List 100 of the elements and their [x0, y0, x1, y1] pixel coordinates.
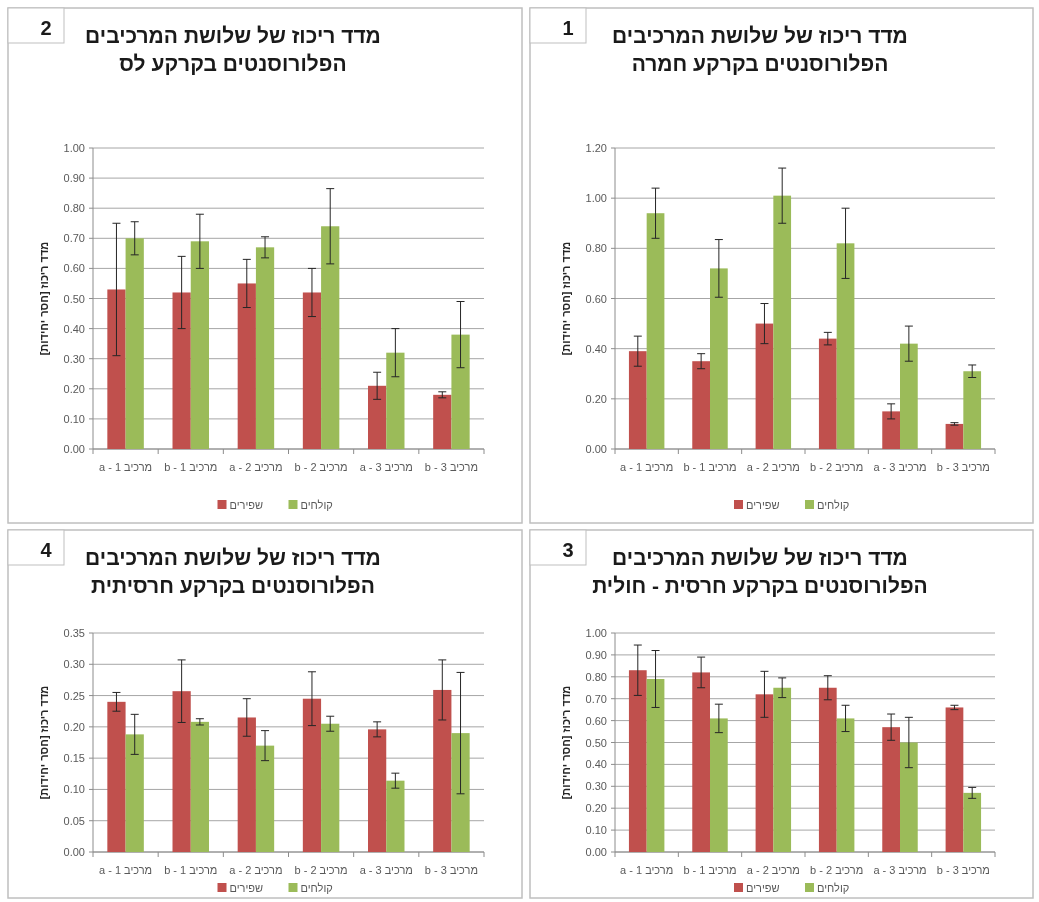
x-tick-label: מרכיב 1 - a: [98, 461, 153, 473]
y-tick-label: 0.80: [585, 242, 607, 255]
legend-label: שפירים: [229, 499, 264, 511]
y-tick-label: 0.10: [585, 824, 607, 837]
bar: [836, 243, 855, 449]
bar: [963, 792, 982, 852]
y-tick-label: 1.00: [63, 142, 85, 154]
text: 3: [562, 539, 574, 561]
x-tick-label: מרכיב 3 - b: [424, 461, 479, 473]
bar: [433, 689, 452, 852]
y-tick-label: 1.20: [585, 142, 607, 154]
bar: [321, 723, 340, 852]
bar: [107, 701, 126, 852]
x-tick-label: מרכיב 2 - b: [294, 461, 348, 473]
bar: [945, 423, 964, 449]
bar: [125, 734, 144, 852]
y-tick-label: 0.00: [585, 846, 607, 858]
x-tick-label: מרכיב 2 - b: [810, 864, 864, 876]
y-tick-label: 0.20: [585, 802, 607, 815]
x-tick-label: מרכיב 3 - b: [936, 864, 990, 876]
chart-title: מדד ריכוז של שלושת המרכיבים הפלורוסנטים בקרקע לס: [84, 23, 382, 77]
text: 2: [40, 17, 52, 39]
bar: [172, 691, 191, 852]
y-tick-label: 0.70: [63, 232, 85, 245]
y-tick-label: 0.60: [585, 714, 607, 727]
chart-title: מדד ריכוז של שלושת המרכיבים הפלורוסנטים בקרקע חרסיתית: [84, 545, 382, 599]
bar: [172, 292, 191, 449]
bar: [692, 672, 710, 852]
bar: [646, 678, 665, 852]
y-tick-label: 0.35: [63, 627, 85, 639]
y-tick-label: 0.60: [63, 262, 85, 275]
x-tick-label: מרכיב 1 - b: [164, 864, 218, 876]
y-tick-label: 0.15: [63, 752, 85, 765]
bar: [900, 742, 918, 852]
bar: [773, 195, 792, 449]
y-tick-label: 0.50: [585, 736, 607, 749]
legend-label: קולחים: [817, 882, 850, 894]
text: 1: [562, 17, 574, 39]
x-tick-label: מרכיב 2 - a: [229, 461, 283, 473]
x-tick-label: מרכיב 3 - a: [873, 461, 927, 473]
bar: [963, 371, 982, 449]
bar: [646, 213, 665, 449]
bar: [255, 745, 275, 852]
bar: [628, 351, 647, 449]
y-tick-label: 0.20: [585, 392, 607, 405]
bar: [237, 717, 256, 852]
y-axis-title: מדד ריכוז [חסר יחידות]: [560, 685, 572, 800]
x-tick-label: מרכיב 2 - a: [746, 864, 800, 876]
y-axis-title: מדד ריכוז [חסר יחידות]: [560, 241, 572, 356]
y-tick-label: 1.00: [585, 627, 607, 639]
legend-label: קולחים: [300, 499, 333, 511]
y-tick-label: 1.00: [585, 192, 607, 205]
legend-label: קולחים: [817, 499, 850, 511]
y-tick-label: 0.90: [63, 172, 85, 185]
x-tick-label: מרכיב 2 - a: [229, 864, 283, 876]
legend-label: שפירים: [746, 499, 780, 511]
bar: [237, 283, 256, 449]
bar: [386, 352, 405, 449]
legend-label: שפירים: [746, 882, 780, 894]
bar: [433, 394, 452, 449]
y-tick-label: 0.05: [63, 814, 85, 827]
x-tick-label: מרכיב 3 - b: [424, 864, 479, 876]
y-tick-label: 0.30: [63, 352, 85, 365]
chart-title: מדד ריכוז של שלושת המרכיבים הפלורוסנטים בקרקע חמרה: [611, 23, 909, 77]
bar: [190, 241, 209, 449]
bar: [882, 411, 900, 449]
y-tick-label: 0.10: [63, 412, 85, 425]
bar: [368, 729, 387, 852]
x-tick-label: מרכיב 1 - a: [620, 461, 674, 473]
bar: [386, 780, 405, 852]
x-tick-label: מרכיב 1 - b: [164, 461, 218, 473]
y-tick-label: 0.50: [63, 292, 85, 305]
bar: [710, 718, 728, 852]
x-tick-label: מרכיב 1 - a: [620, 864, 674, 876]
x-tick-label: מרכיב 2 - a: [746, 461, 800, 473]
y-tick-label: 0.80: [63, 202, 85, 215]
bar: [368, 385, 387, 449]
bar: [882, 727, 900, 852]
y-tick-label: 0.80: [585, 670, 607, 683]
bar: [818, 338, 837, 449]
bar: [755, 694, 774, 852]
bar: [451, 733, 470, 852]
x-tick-label: מרכיב 1 - b: [683, 864, 737, 876]
y-tick-label: 0.40: [585, 342, 607, 355]
y-tick-label: 0.10: [63, 783, 85, 796]
x-tick-label: מרכיב 3 - a: [359, 864, 413, 876]
x-tick-label: מרכיב 1 - a: [98, 864, 153, 876]
y-tick-label: 0.00: [585, 443, 607, 455]
y-tick-label: 0.30: [585, 780, 607, 793]
x-tick-label: מרכיב 3 - b: [936, 461, 990, 473]
y-tick-label: 0.70: [585, 692, 607, 705]
y-tick-label: 0.25: [63, 689, 85, 702]
bar: [125, 238, 144, 449]
y-tick-label: 0.00: [63, 443, 85, 455]
y-tick-label: 0.60: [585, 292, 607, 305]
bar: [692, 361, 710, 449]
x-tick-label: מרכיב 2 - b: [294, 864, 348, 876]
legend-label: קולחים: [300, 882, 333, 894]
y-tick-label: 0.00: [63, 846, 85, 858]
bar: [302, 292, 322, 449]
